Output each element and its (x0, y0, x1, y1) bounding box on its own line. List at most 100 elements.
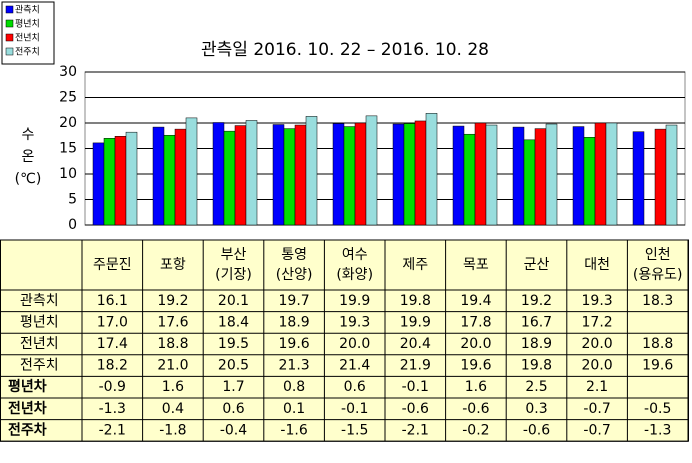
bar (152, 126, 165, 226)
y-axis-label: (℃) (15, 171, 42, 187)
table-cell: -1.3 (99, 401, 126, 417)
table-cell: 0.3 (525, 401, 547, 417)
bar (332, 123, 345, 226)
bar (365, 115, 378, 226)
y-tick-label: 15 (59, 141, 77, 157)
table-cell: 19.9 (339, 293, 370, 309)
row-label: 전주치 (20, 358, 59, 374)
table-cell: 21.9 (400, 358, 431, 374)
bar (414, 120, 427, 226)
bar (234, 125, 247, 226)
table-cell: 19.9 (400, 314, 431, 330)
row-label: 관측치 (20, 293, 59, 309)
table-cell: 1.6 (162, 379, 184, 395)
table-cell: 19.2 (157, 293, 188, 309)
table-cell: 19.6 (460, 358, 491, 374)
legend-swatch (5, 33, 14, 42)
bar (272, 124, 285, 226)
bar (163, 134, 176, 226)
y-axis-label: 수 (22, 127, 35, 143)
legend-swatch (5, 5, 14, 14)
bar (392, 123, 405, 226)
column-header: (용유도) (633, 267, 683, 283)
table-cell: -0.1 (402, 379, 429, 395)
table-cell: 0.1 (283, 401, 305, 417)
table-bg (0, 239, 689, 442)
table-cell: 19.6 (279, 336, 310, 352)
table-cell: 19.2 (521, 293, 552, 309)
column-header: 여수 (342, 247, 368, 263)
table-cell: 20.0 (339, 336, 370, 352)
bar (294, 124, 307, 226)
bar (245, 120, 258, 226)
bar (605, 122, 618, 226)
table-cell: -2.1 (99, 422, 126, 438)
bar (485, 124, 498, 226)
bar (594, 122, 607, 226)
table-cell: 18.9 (521, 336, 552, 352)
table-cell: 1.6 (465, 379, 487, 395)
bar (212, 122, 225, 226)
legend-label: 전년치 (15, 32, 40, 44)
table-cell: 18.4 (218, 314, 249, 330)
bar (354, 122, 367, 226)
table-cell: 19.8 (400, 293, 431, 309)
bar (545, 123, 558, 226)
bar (403, 123, 416, 226)
bar (103, 138, 116, 226)
column-header: 주문진 (93, 257, 132, 273)
table-cell: 20.5 (218, 358, 249, 374)
table-cell: 19.6 (642, 358, 673, 374)
legend-label: 관측치 (15, 4, 40, 16)
table-cell: 18.2 (97, 358, 128, 374)
row-label: 전년차 (8, 400, 47, 417)
bar (523, 139, 536, 226)
bar (283, 128, 296, 226)
table-cell: 17.6 (157, 314, 188, 330)
table-cell: 0.8 (283, 379, 305, 395)
bar (174, 128, 187, 226)
legend-swatch (5, 47, 14, 56)
table-cell: 21.3 (279, 358, 310, 374)
table-cell: -1.5 (341, 422, 368, 438)
table-cell: 19.7 (279, 293, 310, 309)
column-header: 인천 (645, 247, 671, 263)
legend-label: 평년치 (15, 18, 40, 30)
table-cell: -0.7 (583, 401, 610, 417)
y-tick-label: 25 (59, 90, 77, 106)
table-cell: 18.9 (279, 314, 310, 330)
table-cell: -0.6 (402, 401, 429, 417)
table-cell: 20.0 (582, 336, 613, 352)
legend-swatch (5, 19, 14, 28)
bar (583, 137, 596, 226)
bar (305, 116, 318, 226)
chart-title: 관측일 2016. 10. 22 – 2016. 10. 28 (201, 40, 489, 60)
table-cell: 19.5 (218, 336, 249, 352)
table-cell: 1.7 (222, 379, 244, 395)
table-cell: -1.8 (159, 422, 186, 438)
table-cell: 21.4 (339, 358, 370, 374)
table-cell: 20.0 (460, 336, 491, 352)
column-header: 목포 (463, 257, 489, 273)
y-axis-label: 온 (22, 149, 35, 165)
table-cell: -0.1 (341, 401, 368, 417)
bar (534, 128, 547, 226)
table-cell: 2.5 (525, 379, 547, 395)
column-header: 부산 (221, 247, 247, 263)
bar (343, 126, 356, 226)
bar (474, 122, 487, 226)
column-header: 제주 (402, 257, 428, 273)
table-cell: -0.5 (644, 401, 671, 417)
bar (512, 126, 525, 226)
table-cell: -2.1 (402, 422, 429, 438)
bar (452, 125, 465, 226)
y-tick-label: 20 (59, 115, 77, 131)
table-cell: -1.3 (644, 422, 671, 438)
table-cell: 17.2 (582, 314, 613, 330)
table-cell: -0.6 (523, 422, 550, 438)
column-header: 대천 (584, 257, 610, 273)
bar (572, 126, 585, 226)
table-cell: -0.4 (220, 422, 247, 438)
table-cell: -1.6 (280, 422, 307, 438)
